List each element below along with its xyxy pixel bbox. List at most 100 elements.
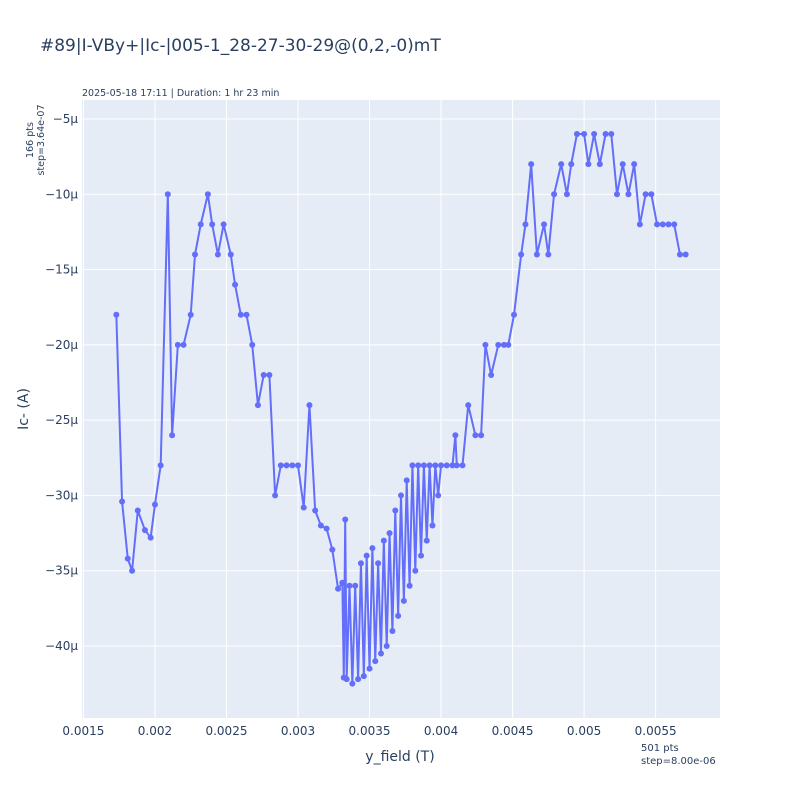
data-point <box>141 527 148 534</box>
data-point <box>591 131 598 138</box>
x-tick-label: 0.0025 <box>205 724 247 738</box>
data-point <box>124 555 131 562</box>
data-point <box>551 191 558 198</box>
data-point <box>214 251 221 258</box>
data-point <box>665 221 672 228</box>
data-point <box>495 341 502 348</box>
data-point <box>545 251 552 258</box>
data-point <box>533 251 540 258</box>
data-point <box>312 507 319 514</box>
data-point <box>389 627 396 634</box>
y-tick-label: −10µ <box>45 187 78 201</box>
data-point <box>541 221 548 228</box>
data-point <box>380 537 387 544</box>
data-point <box>449 462 456 469</box>
data-point <box>636 221 643 228</box>
data-point <box>360 673 367 680</box>
data-point <box>465 402 472 409</box>
data-point <box>187 311 194 318</box>
data-point <box>134 507 141 514</box>
x-tick-label: 0.0015 <box>62 724 104 738</box>
subtitle: 2025-05-18 17:11 | Duration: 1 hr 23 min <box>82 88 279 99</box>
data-point <box>426 462 433 469</box>
x-axis-title: y_field (T) <box>365 749 434 765</box>
data-point <box>429 522 436 529</box>
data-point <box>119 498 126 505</box>
data-point <box>602 131 609 138</box>
data-point <box>400 597 407 604</box>
data-point <box>406 582 413 589</box>
x-tick-label: 0.005 <box>567 724 601 738</box>
x-tick-label: 0.004 <box>424 724 458 738</box>
data-point <box>164 191 171 198</box>
data-point <box>113 311 120 318</box>
data-point <box>129 567 136 574</box>
data-point <box>369 545 376 552</box>
data-point <box>232 281 239 288</box>
data-point <box>277 462 284 469</box>
data-point <box>266 371 273 378</box>
data-point <box>398 492 404 499</box>
data-point <box>227 251 234 258</box>
data-point <box>295 462 302 469</box>
data-point <box>249 341 256 348</box>
data-point <box>169 432 176 439</box>
data-point <box>272 492 279 499</box>
data-point <box>192 251 199 258</box>
data-point <box>478 432 485 439</box>
data-point <box>317 522 324 529</box>
y-tick-label: −15µ <box>45 263 78 277</box>
data-point <box>459 462 466 469</box>
y-axis-title: Ic- (A) <box>16 388 32 430</box>
data-point <box>642 191 649 198</box>
x-tick-label: 0.0055 <box>635 724 677 738</box>
y-tick-label: −25µ <box>45 413 78 427</box>
data-point <box>254 402 261 409</box>
data-point <box>608 131 615 138</box>
data-point <box>151 501 158 508</box>
data-point <box>432 462 439 469</box>
data-point <box>329 546 336 553</box>
data-point <box>452 432 459 439</box>
data-point <box>518 251 525 258</box>
data-point <box>355 676 362 683</box>
data-point <box>654 221 661 228</box>
data-point <box>412 567 419 574</box>
data-point <box>386 530 393 537</box>
data-point <box>357 560 364 567</box>
data-point <box>676 251 683 258</box>
data-point <box>289 462 296 469</box>
data-point <box>237 311 244 318</box>
data-point <box>220 221 227 228</box>
y-tick-label: −20µ <box>45 338 78 352</box>
data-point <box>631 161 638 168</box>
data-point <box>558 161 565 168</box>
data-point <box>392 507 399 514</box>
data-point <box>243 311 250 318</box>
data-point <box>472 432 479 439</box>
y-tick-label: −35µ <box>45 564 78 578</box>
data-point <box>648 191 655 198</box>
data-point <box>283 462 290 469</box>
x-tick-label: 0.003 <box>281 724 315 738</box>
data-point <box>346 582 353 589</box>
data-point <box>563 191 570 198</box>
data-point <box>500 341 507 348</box>
data-point <box>423 537 430 544</box>
data-point <box>339 579 346 586</box>
x-tick-label: 0.002 <box>138 724 172 738</box>
data-point <box>443 462 450 469</box>
y-tick-label: −40µ <box>45 639 78 653</box>
data-point <box>366 665 373 672</box>
data-point <box>403 477 410 484</box>
x-note: 501 pts <box>641 743 679 754</box>
data-point <box>300 504 307 511</box>
data-point <box>363 552 370 559</box>
data-point <box>418 552 425 559</box>
data-point <box>573 131 580 138</box>
data-point <box>395 612 402 619</box>
data-point <box>349 680 356 687</box>
data-point <box>209 221 216 228</box>
data-point <box>415 462 422 469</box>
y-note: 166 pts <box>25 122 36 158</box>
